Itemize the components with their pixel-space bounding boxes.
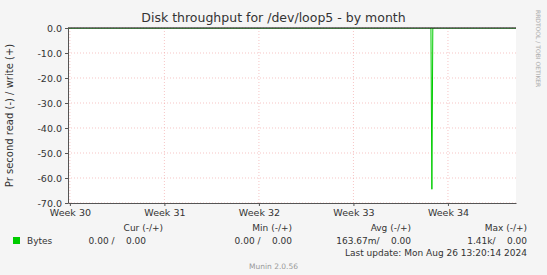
y-tick: -30.0 — [37, 98, 68, 109]
y-tick: -50.0 — [37, 148, 68, 159]
y-axis-title: Pr second read (-) / write (+) — [4, 44, 15, 187]
y-tick-label: -30.0 — [37, 98, 62, 109]
y-tick: -40.0 — [37, 123, 68, 134]
grid-line — [69, 28, 70, 203]
x-tick: Week 33 — [333, 203, 374, 218]
x-tick-label: Week 33 — [333, 207, 374, 218]
y-tick-mark — [65, 78, 68, 79]
grid-line — [353, 28, 354, 203]
x-tick-mark — [353, 203, 354, 206]
series-line — [68, 28, 516, 189]
x-tick: Week 32 — [239, 203, 280, 218]
x-tick-label: Week 31 — [144, 207, 185, 218]
grid-line — [68, 178, 516, 179]
title: Disk throughput for /dev/loop5 - by mont… — [141, 10, 405, 25]
stats-header: Cur (-/+) — [124, 223, 163, 233]
stats-header: Min (-/+) — [252, 223, 292, 233]
x-tick: Week 31 — [144, 203, 185, 218]
grid — [68, 28, 516, 203]
y-tick-label: -50.0 — [37, 148, 62, 159]
stats-value: 163.67m/ 0.00 — [336, 236, 411, 246]
y-tick: -20.0 — [37, 73, 68, 84]
y-tick-mark — [65, 153, 68, 154]
y-tick: 0.0 — [47, 23, 68, 34]
y-tick-label: -40.0 — [37, 123, 62, 134]
grid-line — [68, 28, 516, 29]
y-tick-mark — [65, 178, 68, 179]
stats-value: 0.00 / 0.00 — [235, 236, 293, 246]
grid-line — [164, 28, 165, 203]
x-tick-mark — [164, 203, 165, 206]
y-tick-mark — [65, 128, 68, 129]
legend-label: Bytes — [27, 236, 53, 246]
y-axis-line — [68, 29, 69, 204]
y-tick-label: -10.0 — [37, 48, 62, 59]
y-tick-mark — [65, 203, 68, 204]
background — [0, 0, 547, 275]
stats-header: Avg (-/+) — [371, 223, 411, 233]
y-tick: -60.0 — [37, 173, 68, 184]
stats-value: 0.00 / 0.00 — [89, 236, 147, 246]
x-tick-mark — [70, 203, 71, 206]
stats-header: Max (-/+) — [485, 223, 527, 233]
y-tick-mark — [65, 103, 68, 104]
x-tick-mark — [448, 203, 449, 206]
x-tick-label: Week 30 — [50, 207, 91, 218]
x-tick-mark — [259, 203, 260, 206]
chart: Disk throughput for /dev/loop5 - by mont… — [0, 0, 547, 275]
series-group — [68, 28, 516, 189]
watermark: RRDTOOL / TOBI OETIKER — [535, 10, 542, 87]
grid-line — [68, 53, 516, 54]
x-tick-label: Week 32 — [239, 207, 280, 218]
last-update: Last update: Mon Aug 26 13:20:14 2024 — [345, 248, 527, 258]
version: Munin 2.0.56 — [249, 262, 298, 271]
x-tick-label: Week 34 — [428, 207, 469, 218]
x-axis: Week 30 Week 31 Week 32 Week 33 Week 34 — [50, 203, 517, 218]
y-tick-label: -20.0 — [37, 73, 62, 84]
y-tick-label: 0.0 — [47, 23, 62, 34]
y-axis: 0.0-10.0-20.0-30.0-40.0-50.0-60.0-70.0 — [37, 23, 68, 209]
y-tick-label: -60.0 — [37, 173, 62, 184]
x-tick: Week 34 — [428, 203, 469, 218]
stats-value: 1.41k/ 0.00 — [467, 236, 527, 246]
grid-line — [258, 28, 259, 203]
grid-line — [68, 128, 516, 129]
legend-swatch — [13, 237, 20, 244]
y-tick-mark — [65, 53, 68, 54]
grid-line — [68, 103, 516, 104]
y-tick-mark — [65, 28, 68, 29]
zero-line — [68, 28, 516, 29]
grid-line — [68, 153, 516, 154]
y-tick: -10.0 — [37, 48, 68, 59]
plot-area — [68, 28, 516, 203]
grid-line — [68, 78, 516, 79]
x-axis-line — [69, 203, 517, 204]
x-tick: Week 30 — [50, 203, 91, 218]
grid-line — [447, 28, 448, 203]
